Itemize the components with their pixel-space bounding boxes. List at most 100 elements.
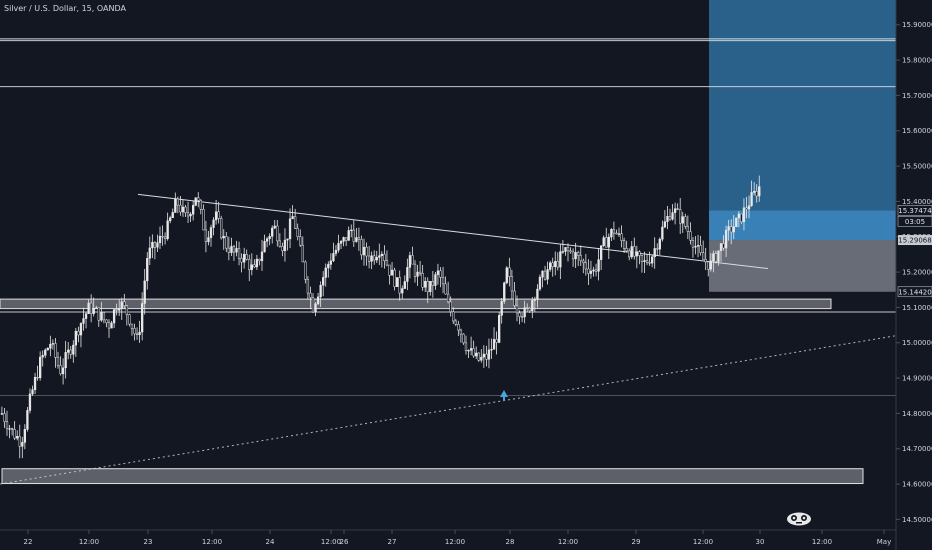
candle [370, 255, 373, 262]
candle [54, 343, 57, 358]
candle [681, 216, 684, 224]
x-tick-label: 12:00 [693, 538, 713, 546]
arrow-up-icon[interactable] [500, 390, 508, 401]
candle [141, 303, 144, 333]
candle [577, 252, 580, 256]
candle [345, 237, 348, 241]
candle [271, 227, 274, 237]
arrow-up-icon[interactable] [500, 390, 508, 401]
candle [87, 302, 90, 314]
y-tick-label: 15.90000 [902, 21, 932, 29]
candle [44, 349, 47, 356]
candle [314, 303, 317, 313]
candle [523, 307, 526, 318]
candle [656, 248, 659, 250]
support-zone[interactable] [1, 468, 864, 485]
trend-lines[interactable] [0, 193, 897, 485]
x-tick-label: 27 [388, 538, 397, 546]
candle [689, 231, 692, 241]
candle [176, 198, 179, 206]
x-tick-label: 12:00 [202, 538, 222, 546]
candle [464, 342, 468, 351]
candle [551, 262, 554, 268]
candle [334, 249, 338, 254]
candle [587, 268, 590, 274]
candle [416, 271, 419, 277]
candle [508, 267, 511, 277]
candle [628, 250, 631, 258]
target-zone-filled[interactable] [709, 210, 896, 241]
candle [666, 216, 669, 222]
y-tick-label: 14.80000 [902, 410, 932, 418]
candle [248, 259, 251, 270]
candle [235, 248, 238, 253]
x-tick-label: May [877, 538, 891, 546]
candle [212, 219, 215, 228]
dashed-trend-line[interactable] [0, 335, 897, 485]
candle [714, 253, 718, 262]
horizontal-levels[interactable] [0, 38, 896, 396]
candle [429, 280, 432, 293]
stop-zone[interactable] [709, 240, 896, 292]
candle [472, 348, 475, 357]
candle [571, 251, 575, 260]
candle [406, 267, 409, 282]
candle [268, 236, 271, 240]
candle [130, 323, 134, 329]
y-tick-label: 14.60000 [902, 481, 932, 489]
candle [227, 247, 230, 253]
candle [503, 282, 506, 302]
candle [454, 320, 457, 325]
candle [536, 288, 539, 300]
candle [658, 238, 661, 250]
candle [286, 238, 289, 241]
support-zones[interactable] [0, 298, 864, 485]
candle [125, 305, 128, 315]
x-tick-label: 23 [144, 538, 153, 546]
candle [745, 207, 748, 210]
candle [161, 236, 164, 238]
tradingview-logo-icon[interactable] [786, 510, 812, 526]
candle [722, 243, 725, 249]
candle [107, 322, 111, 329]
y-tick-label: 15.40000 [902, 198, 932, 206]
candle [546, 269, 549, 280]
candle [740, 213, 743, 223]
candle [727, 226, 730, 231]
candle [329, 260, 333, 265]
candle [181, 206, 185, 213]
position-tool[interactable] [709, 0, 896, 292]
candle [23, 429, 27, 443]
candle [350, 229, 353, 232]
candle [421, 273, 424, 288]
candle [273, 225, 276, 229]
candle [304, 261, 307, 280]
x-tick-label: 29 [632, 538, 641, 546]
candle [719, 243, 723, 252]
candle [691, 239, 695, 248]
candle [202, 208, 205, 231]
candle [724, 229, 728, 249]
price-axis[interactable]: 15.90000 15.80000 15.70000 15.60000 15.50000… [896, 21, 932, 524]
candle [342, 237, 345, 242]
support-zone[interactable] [0, 298, 832, 310]
trend-line[interactable] [137, 193, 769, 270]
target-zone[interactable] [709, 0, 896, 211]
x-tick-label: 22 [24, 538, 33, 546]
candle [135, 333, 139, 335]
candle [33, 376, 37, 390]
price-badge-label: 03:05 [905, 218, 925, 226]
candle [459, 329, 463, 335]
candle [214, 211, 218, 221]
candle [39, 356, 42, 379]
candle [413, 263, 417, 277]
candle [179, 204, 182, 213]
candle [574, 252, 577, 260]
candle [352, 229, 355, 242]
candle [79, 323, 83, 336]
candle [276, 225, 279, 242]
candle [118, 308, 121, 311]
candle [686, 226, 690, 232]
